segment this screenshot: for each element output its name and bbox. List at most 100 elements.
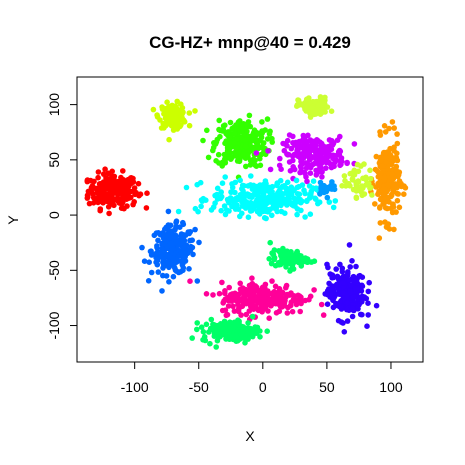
scatter-point [328,108,335,114]
scatter-point [314,137,321,144]
scatter-point [139,244,145,251]
scatter-point [155,230,162,236]
scatter-point [130,179,137,185]
scatter-point [389,171,395,177]
scatter-point [268,296,275,303]
scatter-point [144,190,150,196]
scatter-point [245,320,251,326]
scatter-point [239,285,246,291]
scatter-point [363,295,370,302]
scatter-point [241,297,247,304]
scatter-point [147,248,154,255]
scatter-point [347,288,353,294]
scatter-point [234,145,240,151]
scatter-point [312,108,319,115]
scatter-point [252,295,259,302]
scatter-point [234,136,240,142]
scatter-point [325,264,331,271]
scatter-point [338,319,345,325]
scatter-point [383,155,390,161]
scatter-point [332,198,339,204]
scatter-point [198,203,204,210]
scatter-point [342,178,348,184]
scatter-point [223,207,230,213]
scatter-point [234,338,241,344]
scatter-point [353,263,359,270]
scatter-point [172,116,178,122]
scatter-point [249,137,255,144]
scatter-point [284,179,291,186]
scatter-point [172,232,179,238]
scatter-point [301,187,307,194]
scatter-point [123,190,130,197]
scatter-point [389,119,396,125]
scatter-point [222,288,228,294]
y-tick-label: -50 [46,260,62,280]
scatter-point [198,197,205,203]
scatter-point [239,210,245,217]
scatter-point [192,108,198,114]
scatter-point [130,201,136,208]
scatter-point [288,145,295,152]
scatter-point [274,181,281,187]
scatter-point [163,232,170,239]
scatter-point [359,299,365,305]
scatter-point [227,333,234,339]
y-tick-label: 100 [46,93,62,117]
chart-title: CG-HZ+ mnp@40 = 0.429 [149,33,351,52]
scatter-point [330,304,337,311]
scatter-point [297,169,303,176]
scatter-point [210,147,216,154]
scatter-point [328,164,335,171]
scatter-point [212,192,218,199]
scatter-point [244,128,250,135]
scatter-point [262,281,269,288]
scatter-point [308,190,314,197]
scatter-point [283,282,290,289]
scatter-point [229,125,235,132]
scatter-point [295,196,302,202]
scatter-point [310,178,317,184]
scatter-point [99,192,106,198]
scatter-point [280,245,286,252]
scatter-point [284,137,291,144]
scatter-point [273,192,279,199]
scatter-point [286,151,292,158]
scatter-point [183,184,190,191]
scatter-point [295,292,301,299]
scatter-point [246,290,253,296]
scatter-point [339,265,346,272]
scatter-point [286,250,293,257]
scatter-point [295,148,301,154]
scatter-point [381,185,388,192]
scatter-point [361,161,367,167]
scatter-point [198,324,205,331]
scatter-point [377,129,383,135]
scatter-point [196,239,202,246]
scatter-point [329,285,335,292]
scatter-point [218,193,225,200]
scatter-point [91,194,97,201]
scatter-point [307,138,314,144]
scatter-point [258,300,264,307]
scatter-point [225,198,232,205]
scatter-point [247,182,254,188]
scatter-point [189,244,196,251]
x-axis: -100 -50 0 50 100 [121,361,403,395]
scatter-point [203,321,210,328]
scatter-point [190,251,196,258]
scatter-point [154,243,160,249]
scatter-point [208,207,215,213]
scatter-point [223,130,229,137]
scatter-point [146,259,152,266]
scatter-point [107,186,114,192]
scatter-point [343,183,349,189]
scatter-point [205,154,212,161]
scatter-point [186,266,192,272]
scatter-point [106,210,112,217]
scatter-point [319,109,326,115]
scatter-point [260,140,267,146]
scatter-point [295,97,301,103]
scatter-point [285,193,292,199]
scatter-point [143,205,150,211]
